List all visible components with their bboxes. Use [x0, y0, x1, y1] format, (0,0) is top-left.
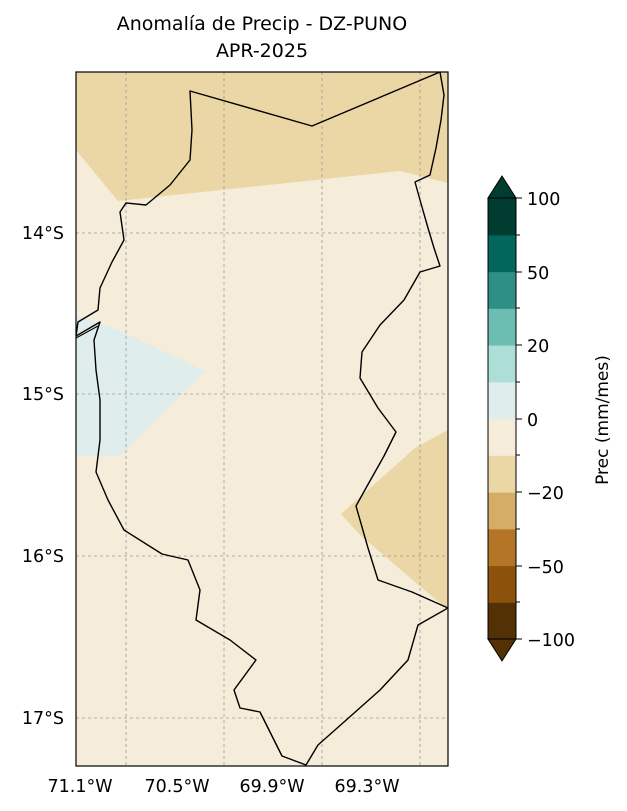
- colorbar-tick-label: 50: [527, 264, 549, 284]
- map-axis-labels: 14°S 15°S 16°S 17°S 71.1°W 70.5°W 69.9°W…: [22, 224, 400, 797]
- colorbar-extend-bottom: [487, 638, 517, 662]
- map-title-line1: Anomalía de Precip - DZ-PUNO: [116, 13, 408, 35]
- colorbar-bin: [488, 602, 516, 640]
- colorbar-bins: [488, 198, 516, 640]
- colorbar-tick-label: −20: [527, 484, 564, 504]
- colorbar-title: Prec (mm/mes): [593, 355, 613, 485]
- lon-tick-label: 71.1°W: [47, 777, 112, 797]
- lat-tick-label: 15°S: [22, 385, 64, 405]
- map-title-line2: APR-2025: [215, 40, 309, 62]
- colorbar-tick-label: 0: [527, 411, 538, 431]
- lat-tick-label: 16°S: [22, 547, 64, 567]
- colorbar-bin: [488, 345, 516, 383]
- lat-tick-label: 14°S: [22, 224, 64, 244]
- colorbar-bin: [488, 528, 516, 567]
- lat-tick-label: 17°S: [22, 709, 64, 729]
- map-panel: [75, 71, 449, 767]
- colorbar-bin: [488, 198, 516, 236]
- colorbar-tick-label: −50: [527, 558, 564, 578]
- colorbar-bin: [488, 271, 516, 309]
- colorbar-ticks: [516, 197, 522, 640]
- colorbar-extend-top: [487, 175, 517, 199]
- colorbar-bin: [488, 492, 516, 530]
- colorbar-tick-label: −100: [527, 631, 575, 651]
- colorbar-tick-label: 100: [527, 190, 560, 210]
- colorbar-bin: [488, 418, 516, 456]
- lon-tick-label: 69.9°W: [239, 777, 304, 797]
- map-frame: [75, 71, 449, 767]
- southeast-dry-area: [341, 430, 448, 610]
- colorbar-bin: [488, 308, 516, 346]
- colorbar: 100 50 20 0 −20 −50 −100 Prec (mm/mes): [487, 175, 613, 662]
- west-wet-area: [76, 316, 205, 456]
- gridlines: [76, 72, 448, 766]
- lon-tick-label: 70.5°W: [144, 777, 209, 797]
- lon-tick-label: 69.3°W: [334, 777, 399, 797]
- colorbar-bin: [488, 455, 516, 493]
- colorbar-bin: [488, 234, 516, 273]
- north-dry-area: [76, 72, 448, 201]
- colorbar-bin: [488, 381, 516, 420]
- puno-boundary: [76, 72, 448, 766]
- colorbar-tick-label: 20: [527, 337, 549, 357]
- colorbar-bin: [488, 565, 516, 603]
- border-line-west: [76, 325, 99, 339]
